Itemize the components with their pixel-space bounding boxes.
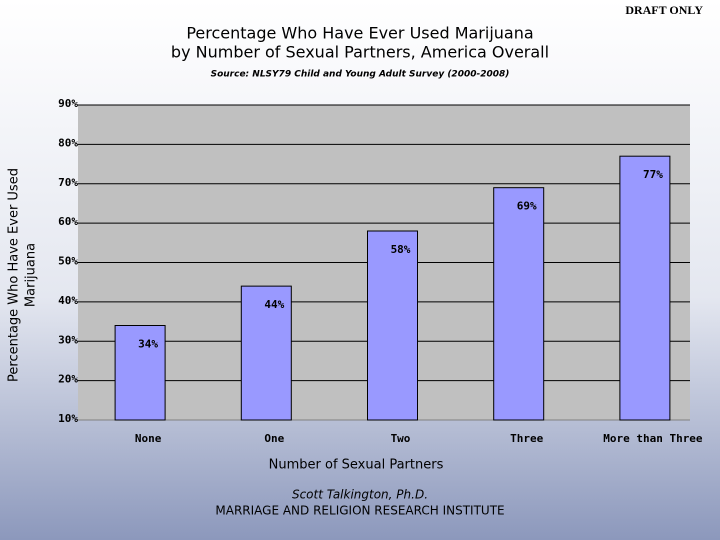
bar (619, 155, 671, 421)
x-tick-label: More than Three (603, 432, 703, 445)
y-tick-label: 50% (58, 255, 78, 268)
data-label: 77% (643, 168, 663, 181)
y-axis-label: Percentage Who Have Ever Used (7, 168, 22, 382)
footer-institute: MARRIAGE AND RELIGION RESEARCH INSTITUTE (215, 504, 504, 518)
bar (493, 187, 545, 421)
bar (367, 230, 418, 421)
chart-title: Percentage Who Have Ever Used Marijuana (186, 24, 533, 43)
footer-author: Scott Talkington, Ph.D. (292, 488, 428, 502)
y-tick-label: 20% (58, 373, 78, 386)
y-tick-label: 40% (58, 294, 78, 307)
bar (240, 285, 292, 421)
data-label: 44% (264, 298, 284, 311)
y-tick-label: 10% (58, 412, 78, 425)
y-tick-label: 70% (58, 176, 78, 189)
data-label: 58% (391, 243, 411, 256)
bar (114, 325, 166, 421)
y-tick-label: 80% (58, 136, 78, 149)
data-label: 69% (517, 200, 537, 213)
chart-title: by Number of Sexual Partners, America Ov… (171, 43, 549, 62)
x-tick-label: None (135, 432, 162, 445)
data-label: 34% (138, 338, 158, 351)
y-tick-label: 30% (58, 333, 78, 346)
x-axis-label: Number of Sexual Partners (269, 458, 444, 473)
y-tick-label: 60% (58, 215, 78, 228)
y-axis-label: Marijuana (24, 243, 39, 307)
x-tick-label: Two (391, 432, 411, 445)
y-tick-label: 90% (58, 97, 78, 110)
draft-label: DRAFT ONLY (625, 3, 703, 17)
x-tick-label: Three (510, 432, 543, 445)
x-tick-label: One (264, 432, 284, 445)
chart-subtitle: Source: NLSY79 Child and Young Adult Sur… (211, 70, 510, 80)
